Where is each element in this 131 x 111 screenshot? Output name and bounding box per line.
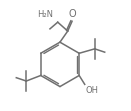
Text: H₂N: H₂N [37,10,53,19]
Text: O: O [69,9,77,19]
Text: OH: OH [86,86,99,95]
